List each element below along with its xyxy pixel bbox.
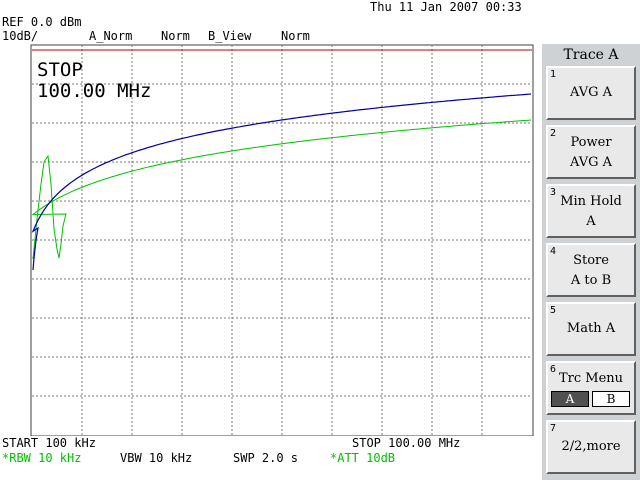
trace-b-selector[interactable]: B: [592, 391, 630, 407]
top-bar: [0, 0, 640, 15]
vbw-setting: VBW 10 kHz: [120, 451, 193, 465]
stop-frequency-readout: 100.00 MHz: [37, 80, 151, 102]
trace-b: [31, 119, 532, 260]
detector-norm-b: Norm: [281, 29, 310, 43]
softkey-number: 1: [550, 69, 557, 80]
softkey-avg-a[interactable]: 1 AVG A: [546, 66, 636, 120]
ref-level: REF 0.0 dBm: [2, 15, 82, 29]
scale-div: 10dB/: [2, 29, 39, 43]
softkey-number: 2: [550, 128, 557, 139]
softkey-label: Trc Menu: [558, 371, 624, 386]
softkey-label: Store: [573, 253, 609, 268]
softkey-number: 4: [550, 246, 557, 257]
softkey-trc-menu[interactable]: 6 Trc Menu A B: [546, 361, 636, 415]
stop-frequency: STOP 100.00 MHz: [352, 436, 461, 450]
datetime: Thu 11 Jan 2007 00:33: [370, 0, 522, 14]
softkey-label: Min Hold: [560, 194, 622, 209]
softkey-label: Power: [570, 135, 612, 150]
softkey-number: 7: [550, 423, 557, 434]
softkey-number: 3: [550, 187, 557, 198]
trace-a-mode: A_Norm: [89, 29, 133, 43]
spectrum-display[interactable]: STOP 100.00 MHz: [0, 44, 542, 436]
sweep-time: SWP 2.0 s: [233, 451, 299, 465]
rbw-setting: *RBW 10 kHz: [2, 451, 82, 465]
trace-a-selector[interactable]: A: [551, 391, 589, 407]
softkey-math-a[interactable]: 5 Math A: [546, 302, 636, 356]
softkey-more[interactable]: 7 2/2,more: [546, 420, 636, 474]
detector-norm-a: Norm: [161, 29, 190, 43]
softkey-label: Math A: [566, 321, 616, 336]
softkey-number: 5: [550, 305, 557, 316]
softkey-number: 6: [550, 364, 557, 375]
softkey-power-avg-a[interactable]: 2 Power AVG A: [546, 125, 636, 179]
trace-a: [31, 93, 532, 271]
softkey-label: AVG A: [569, 85, 613, 100]
attenuation-setting: *ATT 10dB: [330, 451, 396, 465]
softkey-label-line2: A to B: [570, 273, 612, 288]
menu-title: Trace A: [563, 47, 619, 63]
graticule-grid: [32, 45, 532, 435]
softkey-label-line2: A: [586, 214, 596, 229]
trace-b-mode: B_View: [208, 29, 252, 43]
softkey-label: 2/2,more: [561, 439, 621, 454]
softkey-label-line2: AVG A: [569, 155, 613, 170]
softkey-min-hold-a[interactable]: 3 Min Hold A: [546, 184, 636, 238]
softkey-store-a-to-b[interactable]: 4 Store A to B: [546, 243, 636, 297]
spectrum-plot: STOP 100.00 MHz: [30, 44, 534, 436]
start-frequency: START 100 kHz: [2, 436, 96, 450]
status-text: STOP: [37, 59, 83, 81]
